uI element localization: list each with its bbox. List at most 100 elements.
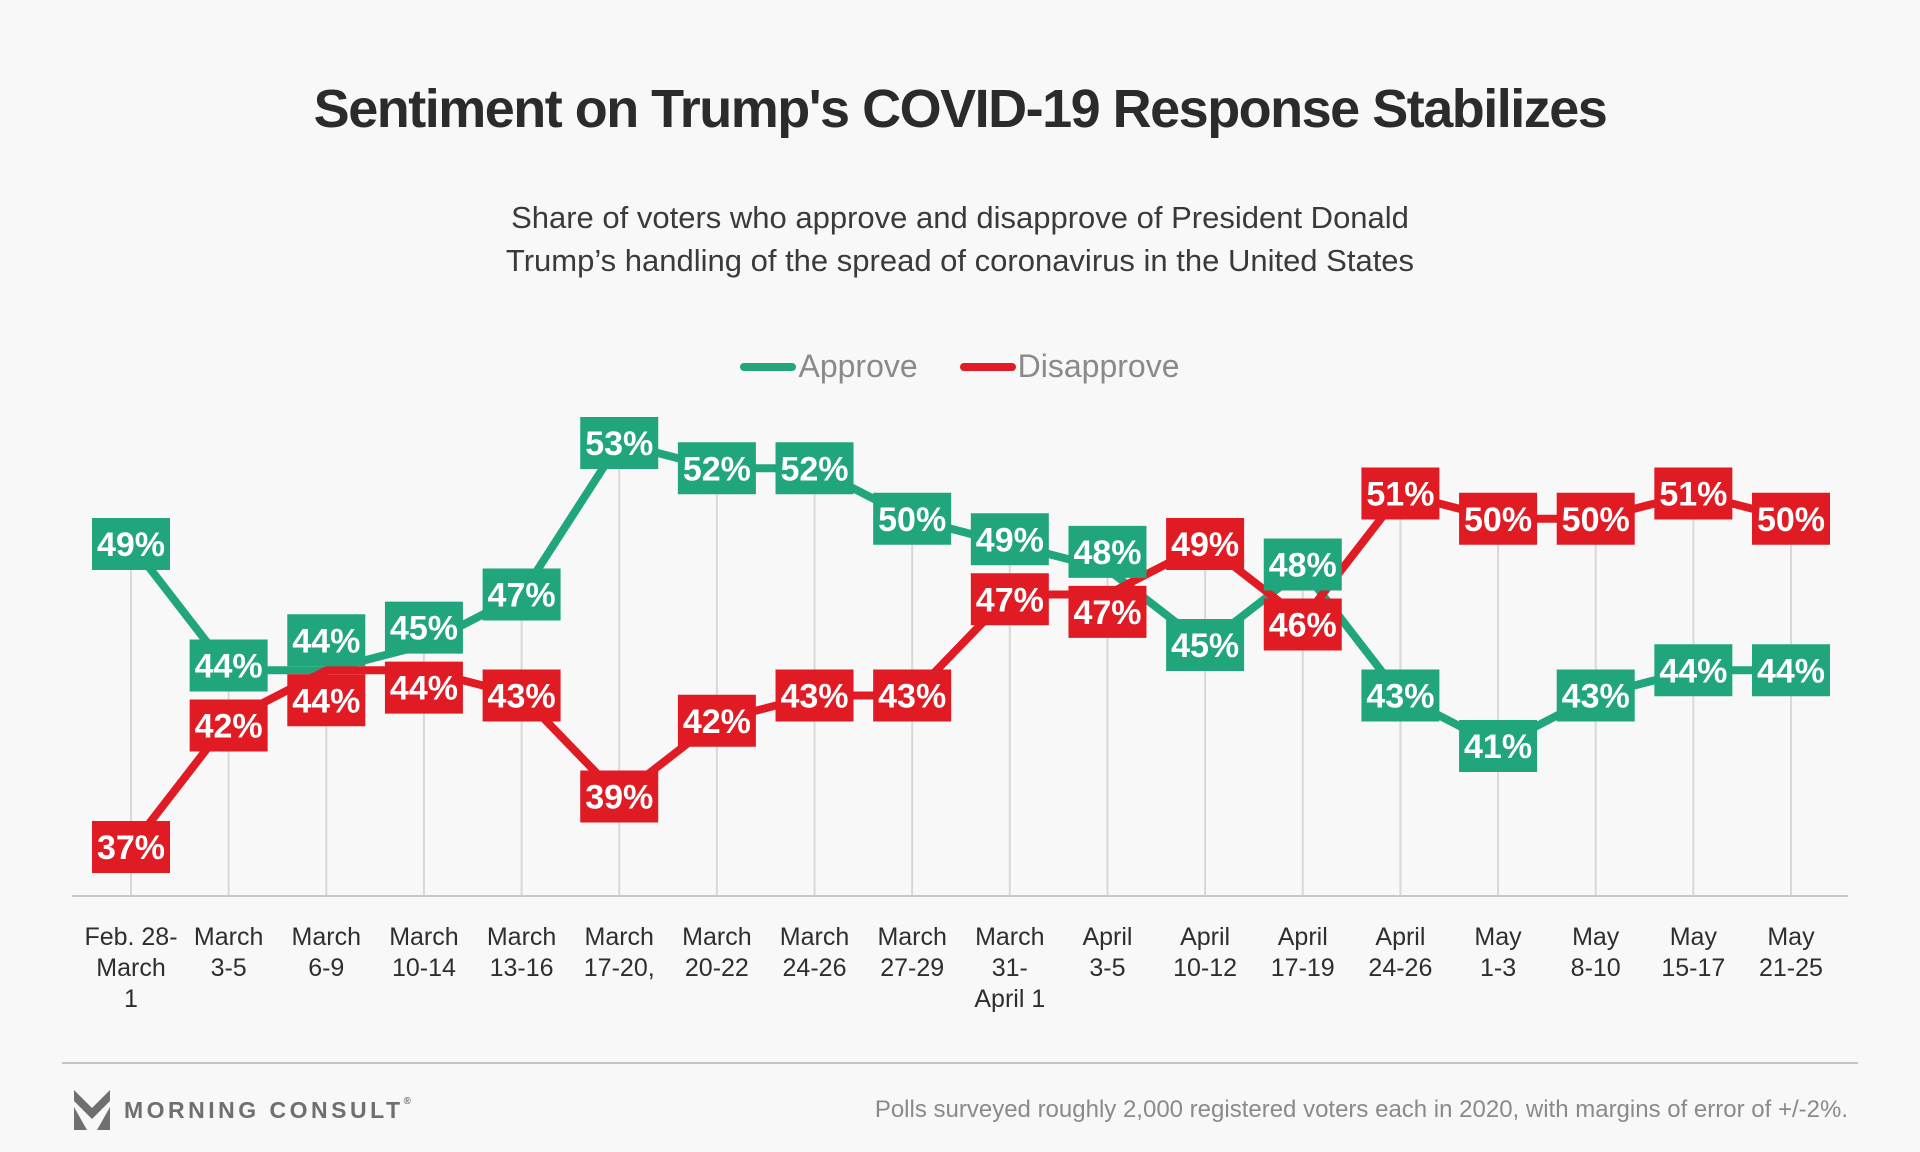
approve-label-box bbox=[970, 513, 1049, 566]
approve-label-value: 43% bbox=[1366, 678, 1434, 716]
disapprove-label-value: 46% bbox=[1269, 607, 1337, 645]
approve-label-box bbox=[1556, 669, 1635, 722]
disapprove-label-box bbox=[1068, 585, 1147, 638]
disapprove-label-box bbox=[1654, 467, 1733, 520]
approve-label-box bbox=[873, 492, 952, 545]
disapprove-label-value: 47% bbox=[1073, 594, 1141, 632]
x-tick-label: May 1-3 bbox=[1474, 923, 1522, 982]
disapprove-label-box bbox=[580, 770, 659, 823]
page-subtitle: Share of voters who approve and disappro… bbox=[505, 200, 1415, 278]
disapprove-label-value: 50% bbox=[1757, 501, 1825, 539]
disapprove-label-box bbox=[482, 669, 561, 722]
approve-label-value: 52% bbox=[780, 450, 848, 488]
page-title: Sentiment on Trump's COVID-19 Response S… bbox=[313, 79, 1608, 139]
disapprove-label-value: 44% bbox=[390, 670, 458, 708]
legend-item-approve: Approve bbox=[740, 348, 918, 385]
disapprove-label-box bbox=[873, 669, 952, 722]
footer-note: Polls surveyed roughly 2,000 registered … bbox=[874, 1096, 1848, 1123]
approve-label-box bbox=[189, 639, 268, 692]
disapprove-label-value: 42% bbox=[683, 703, 751, 741]
approve-label-value: 48% bbox=[1073, 534, 1141, 572]
approve-label-box bbox=[1459, 720, 1538, 772]
approve-label-value: 49% bbox=[976, 521, 1044, 559]
x-tick-label: March 31- April 1 bbox=[974, 923, 1046, 1013]
disapprove-label-box bbox=[92, 821, 170, 873]
disapprove-label-value: 50% bbox=[1562, 501, 1630, 539]
approve-label-box bbox=[580, 417, 659, 469]
x-tick-label: May 8-10 bbox=[1570, 923, 1621, 982]
approve-label-box bbox=[1751, 644, 1830, 697]
x-tick-label: March 20-22 bbox=[682, 923, 752, 982]
registered-mark: ® bbox=[403, 1096, 411, 1107]
approve-label-value: 49% bbox=[97, 526, 165, 564]
footer-divider bbox=[62, 1062, 1858, 1064]
approve-label-value: 53% bbox=[585, 425, 653, 463]
approve-label-box bbox=[1654, 644, 1733, 697]
x-tick-label: May 15-17 bbox=[1661, 923, 1726, 982]
approve-label-box bbox=[92, 518, 170, 570]
disapprove-label-value: 51% bbox=[1659, 476, 1727, 514]
disapprove-line-swatch-icon bbox=[959, 362, 1016, 371]
approve-label-value: 44% bbox=[292, 622, 360, 660]
approve-label-value: 50% bbox=[878, 501, 946, 539]
disapprove-label-value: 50% bbox=[1464, 501, 1532, 539]
approve-label-box bbox=[287, 614, 366, 667]
x-tick-label: Feb. 28- March 1 bbox=[84, 923, 178, 1013]
disapprove-label-box bbox=[1166, 518, 1245, 570]
disapprove-label-value: 44% bbox=[292, 682, 360, 720]
approve-label-box bbox=[1068, 525, 1147, 578]
disapprove-label-value: 51% bbox=[1366, 476, 1434, 514]
approve-line-swatch-icon bbox=[740, 362, 797, 371]
approve-label-box bbox=[1166, 619, 1245, 671]
disapprove-label-box bbox=[1751, 492, 1830, 545]
approve-label-box bbox=[384, 601, 463, 654]
approve-label-box bbox=[775, 442, 854, 495]
approve-label-value: 43% bbox=[1562, 678, 1630, 716]
x-tick-label: March 3-5 bbox=[193, 923, 264, 982]
x-tick-label: April 3-5 bbox=[1082, 923, 1133, 982]
x-tick-label: March 24-26 bbox=[779, 923, 850, 982]
disapprove-label-box bbox=[775, 669, 854, 722]
x-tick-label: April 17-19 bbox=[1270, 923, 1335, 982]
approve-label-value: 48% bbox=[1269, 547, 1337, 585]
x-tick-label: April 24-26 bbox=[1368, 923, 1433, 982]
x-tick-label: March 10-14 bbox=[389, 923, 459, 982]
line-chart: 49% 44% 44% 45% 47% 53% 52% 52% 50% 49% 48% 45% 48% 4… bbox=[72, 417, 1848, 897]
disapprove-label-box bbox=[1459, 492, 1538, 545]
legend-disapprove-label: Disapprove bbox=[1017, 348, 1180, 384]
approve-label-box bbox=[677, 442, 756, 495]
disapprove-label-value: 43% bbox=[878, 678, 946, 716]
disapprove-label-box bbox=[970, 573, 1049, 626]
disapprove-label-box bbox=[1361, 467, 1440, 520]
legend-item-disapprove: Disapprove bbox=[959, 348, 1180, 385]
disapprove-label-value: 43% bbox=[488, 678, 556, 716]
disapprove-label-box bbox=[287, 674, 366, 727]
disapprove-label-value: 37% bbox=[97, 829, 165, 867]
x-tick-label: March 27-29 bbox=[877, 923, 947, 982]
disapprove-label-box bbox=[189, 699, 268, 752]
disapprove-label-value: 42% bbox=[195, 708, 263, 746]
x-tick-label: May 21-25 bbox=[1759, 923, 1823, 982]
approve-label-box bbox=[482, 568, 561, 621]
disapprove-label-box bbox=[1556, 492, 1635, 545]
approve-label-value: 44% bbox=[1659, 652, 1727, 690]
approve-label-value: 47% bbox=[488, 577, 556, 615]
approve-label-box bbox=[1263, 538, 1342, 591]
disapprove-label-value: 43% bbox=[780, 678, 848, 716]
disapprove-line bbox=[127, 489, 1795, 851]
legend-approve-label: Approve bbox=[798, 348, 918, 384]
approve-label-value: 44% bbox=[1757, 652, 1825, 690]
x-tick-label: March 6-9 bbox=[291, 923, 362, 982]
approve-label-value: 44% bbox=[195, 648, 263, 686]
approve-label-value: 41% bbox=[1464, 728, 1532, 766]
approve-line bbox=[127, 439, 1795, 750]
approve-label-value: 45% bbox=[390, 610, 458, 648]
x-tick-label: March 17-20, bbox=[583, 923, 655, 982]
disapprove-label-box bbox=[1263, 598, 1342, 651]
approve-label-value: 45% bbox=[1171, 627, 1239, 665]
approve-label-value: 52% bbox=[683, 450, 751, 488]
approve-label-box bbox=[1361, 669, 1440, 722]
disapprove-label-value: 49% bbox=[1171, 526, 1239, 564]
disapprove-label-value: 47% bbox=[976, 581, 1044, 619]
